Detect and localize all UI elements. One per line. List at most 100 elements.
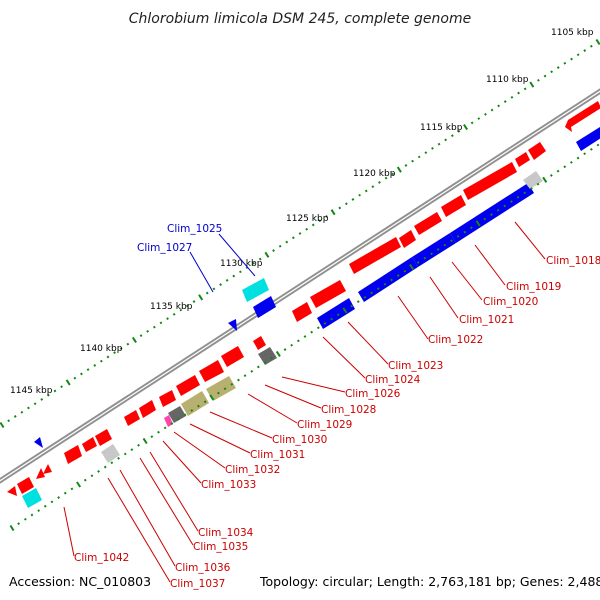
inner-tick	[30, 513, 34, 517]
inner-tick	[170, 422, 174, 425]
inner-tick	[243, 374, 247, 378]
inner-tick	[110, 461, 114, 465]
inner-tick	[142, 437, 148, 445]
scale-tick	[119, 347, 123, 350]
inner-tick	[209, 394, 215, 401]
scale-tick	[470, 121, 474, 125]
scale-tick	[60, 385, 63, 389]
scale-tick	[225, 278, 229, 282]
gene-forward	[221, 346, 244, 367]
inner-tick	[342, 307, 348, 314]
gene-forward	[292, 302, 312, 322]
scale-tick	[325, 215, 328, 218]
inner-tick	[256, 365, 260, 369]
inner-tick	[370, 291, 373, 295]
label-leader-lines	[63, 221, 546, 583]
gene-forward	[528, 142, 546, 160]
scale-tick	[417, 155, 421, 159]
inner-tick	[323, 322, 327, 325]
inner-tick	[430, 252, 433, 256]
gene-forward	[64, 445, 82, 464]
scale-tick	[46, 393, 50, 397]
gene-reverse	[358, 257, 418, 302]
scale-tick	[358, 193, 361, 197]
scale-tick	[219, 283, 222, 286]
gene-forward	[441, 195, 466, 217]
scale-tick	[264, 251, 270, 258]
inner-tick	[237, 378, 240, 382]
inner-tick	[17, 522, 21, 526]
scale-tick	[146, 329, 150, 333]
forward-strand-genes	[7, 101, 600, 496]
leader-line	[119, 469, 176, 567]
inner-tick	[483, 217, 487, 221]
gene-forward	[463, 162, 517, 200]
scale-tick	[7, 419, 11, 423]
scale-tick	[411, 159, 414, 163]
gene-label: Clim_1034	[198, 527, 254, 539]
feature-trna	[22, 488, 42, 508]
feature-dark-gray	[258, 347, 277, 365]
leader-line	[429, 276, 459, 319]
leader-line	[189, 251, 214, 293]
scale-tick	[278, 244, 282, 248]
inner-tick	[423, 256, 427, 260]
gene-label: Clim_1023	[388, 360, 443, 372]
inner-tick	[523, 191, 527, 195]
inner-tick	[303, 335, 307, 338]
scale-tick	[239, 270, 242, 274]
scale-tick	[595, 38, 600, 46]
gene-forward	[43, 464, 52, 474]
inner-tick	[490, 213, 493, 217]
inner-tick	[569, 161, 573, 164]
scale-tick	[371, 185, 375, 189]
gene-label: Clim_1027	[137, 242, 192, 254]
scale-tick	[510, 95, 514, 99]
inner-tick	[90, 474, 94, 478]
scale-tick	[285, 240, 289, 244]
inner-tick	[43, 504, 47, 508]
scale-tick	[330, 209, 336, 216]
inner-tick	[376, 287, 380, 291]
scale-tick	[166, 317, 169, 321]
inner-tick	[9, 524, 15, 532]
gene-forward	[7, 486, 17, 496]
gene-forward	[310, 280, 346, 308]
feature-gray	[523, 171, 543, 189]
inner-tick	[576, 156, 580, 160]
scale-tick	[252, 261, 256, 265]
inner-tick	[137, 443, 140, 447]
kbp-label: 1105 kbp	[551, 28, 594, 38]
inner-tick	[496, 208, 500, 212]
inner-tick	[456, 235, 460, 238]
scale-tick	[192, 300, 196, 303]
inner-tick	[443, 243, 447, 247]
inner-tick	[350, 304, 354, 308]
leader-line	[63, 506, 75, 557]
inner-tick	[203, 400, 207, 404]
leader-line	[107, 477, 171, 583]
inner-tick	[63, 491, 67, 495]
leader-line	[247, 393, 298, 424]
inner-tick	[57, 496, 61, 499]
scale-tick	[159, 321, 163, 325]
scale-tick	[305, 227, 309, 231]
gene-reverse	[412, 233, 456, 267]
inner-tick	[163, 426, 167, 430]
inner-tick	[117, 456, 120, 460]
gene-label: Clim_1028	[321, 404, 376, 416]
kbp-label: 1125 kbp	[286, 214, 329, 224]
scale-tick	[391, 172, 395, 176]
gene-label: Clim_1026	[345, 388, 401, 400]
scale-tick	[537, 78, 540, 82]
scale-tick	[529, 81, 535, 88]
inner-tick	[37, 509, 41, 512]
scale-tick	[463, 124, 469, 131]
scale-tick	[450, 134, 454, 138]
scale-tick	[543, 74, 547, 78]
scale-tick	[378, 181, 381, 184]
scale-tick	[93, 364, 97, 367]
gene-label: Clim_1020	[483, 296, 538, 308]
kbp-label: 1145 kbp	[10, 386, 53, 396]
gene-label: Clim_1030	[272, 434, 327, 446]
